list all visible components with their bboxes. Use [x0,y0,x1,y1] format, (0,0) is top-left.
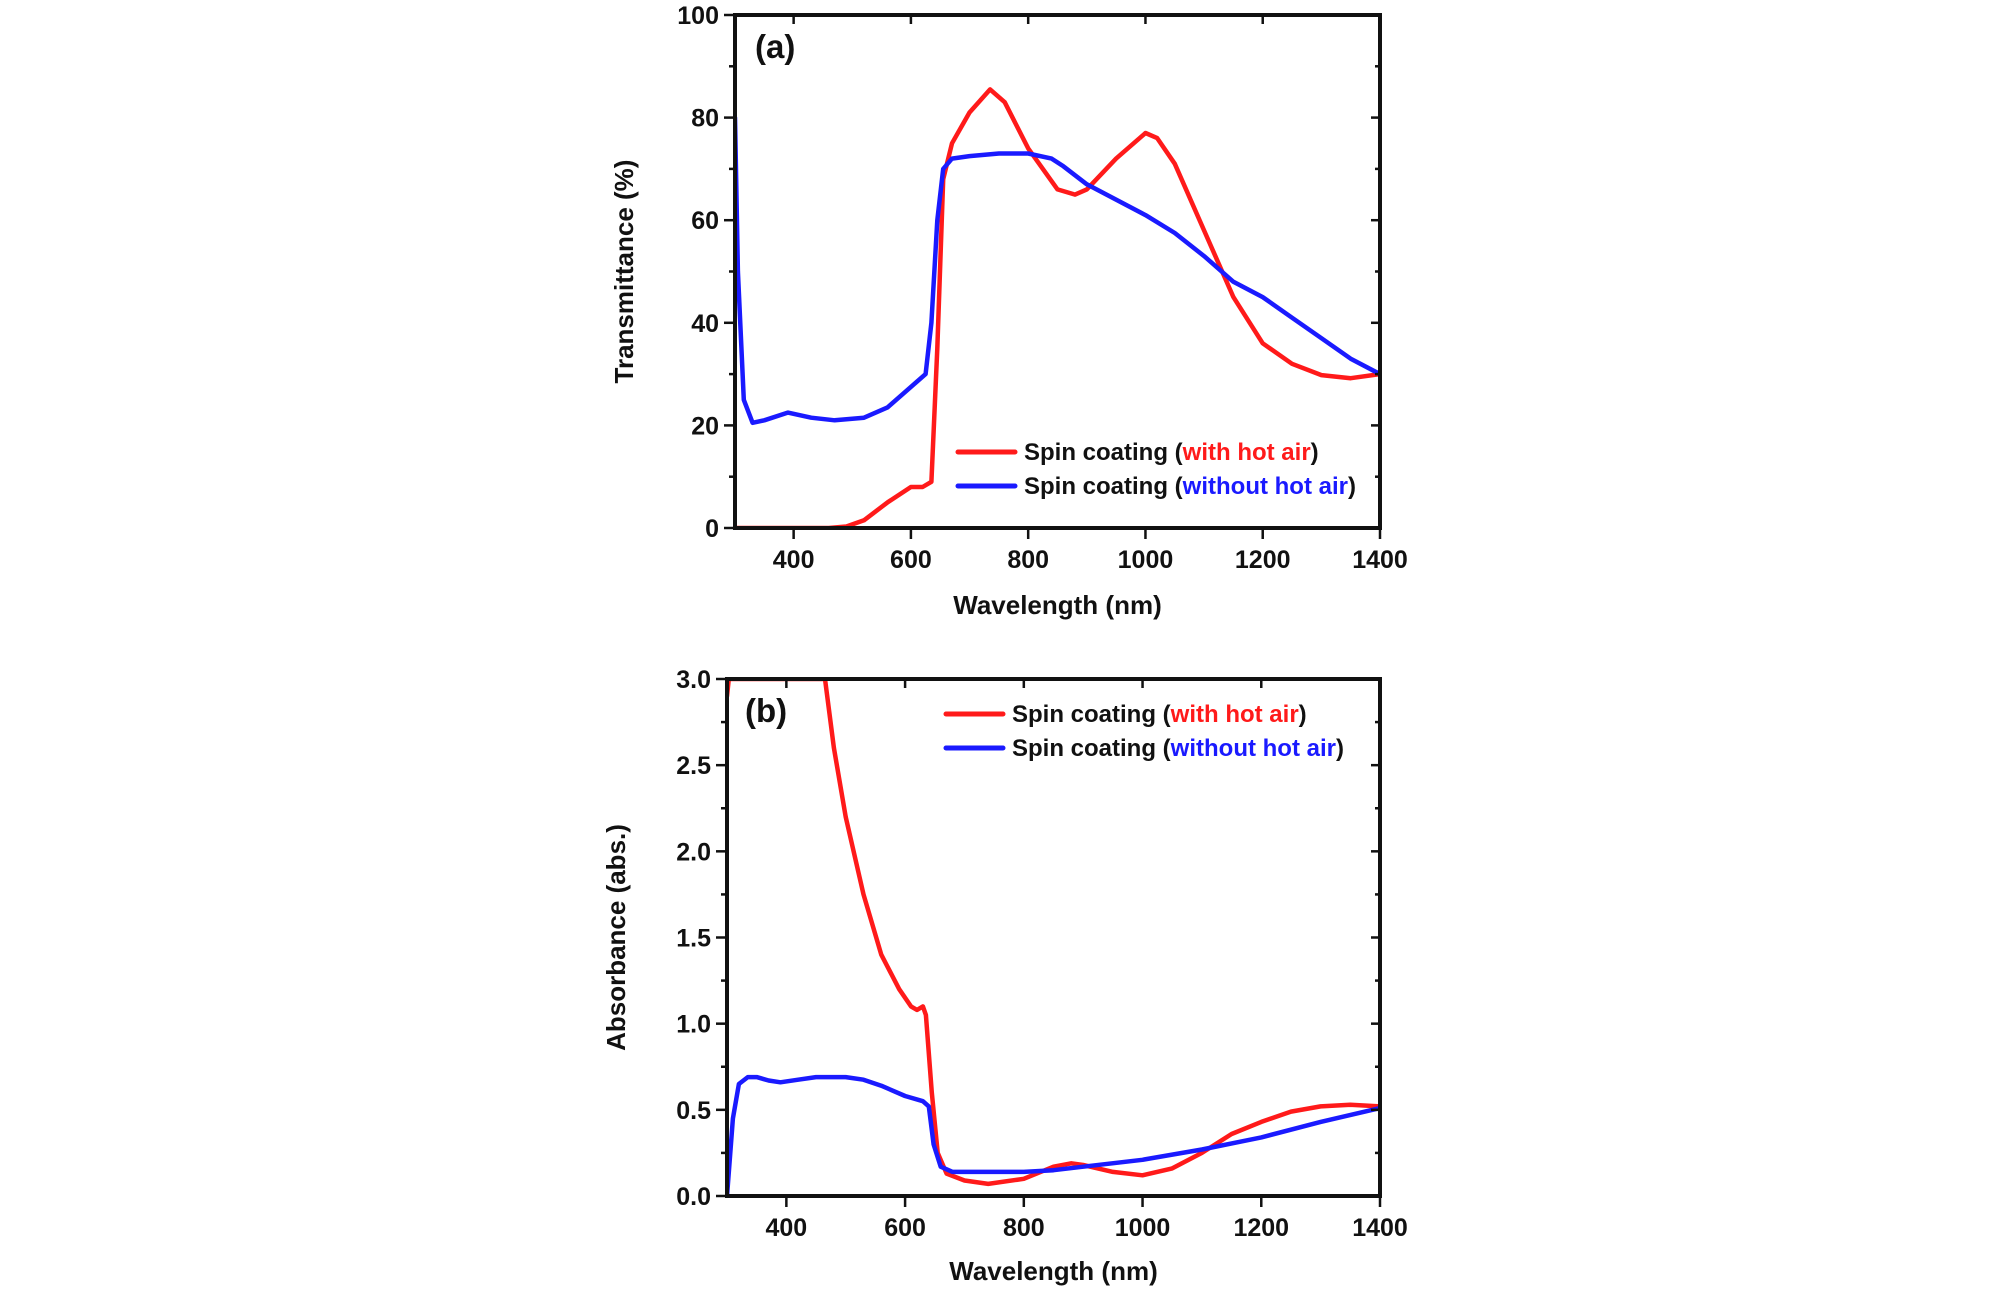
x-axis-title: Wavelength (nm) [953,590,1161,620]
legend-entry-with-hot-air: Spin coating (with hot air) [1024,439,1319,466]
x-tick-label: 1400 [1352,546,1408,574]
chart-panel-b: 400 600 800 1000 1200 1400 0.0 0.5 1.0 1.5 2.0 2.5 3… [601,666,1408,1286]
series-line-without-hot-air [727,1074,1380,1196]
y-axis-title: Absorbance (abs.) [601,824,631,1051]
legend-entry-without-hot-air: Spin coating (without hot air) [1024,473,1356,500]
legend-suffix: ) [1299,701,1307,728]
y-tick-label: 20 [691,412,719,440]
y-axis-title: Transmittance (%) [609,160,639,384]
x-tick-label: 1200 [1233,1214,1289,1242]
legend-highlight: without hot air [1170,735,1336,762]
y-tick-label: 80 [691,105,719,133]
y-tick-label: 1.5 [676,925,711,953]
y-tick-label: 100 [677,2,719,30]
legend-suffix: ) [1336,735,1344,762]
series-line-with-hot-air [727,677,1380,1187]
y-tick-label: 0.5 [676,1097,711,1125]
chart-panel-a: 400 600 800 1000 1200 1400 0 20 40 60 80 100 Wavelen… [609,2,1408,620]
series-line-without-hot-air [735,115,1380,426]
legend-prefix: Spin coating ( [1012,701,1171,728]
panel-label: (b) [745,692,787,729]
x-tick-label: 600 [890,546,932,574]
x-tick-label: 800 [1003,1214,1045,1242]
x-tick-label: 1400 [1352,1214,1408,1242]
legend-highlight: with hot air [1170,701,1299,728]
x-tick-label: 800 [1007,546,1049,574]
legend-prefix: Spin coating ( [1024,473,1183,500]
x-tick-label: 1000 [1115,1214,1171,1242]
legend-prefix: Spin coating ( [1024,439,1183,466]
legend-entry-without-hot-air: Spin coating (without hot air) [1012,735,1344,762]
legend-entry-with-hot-air: Spin coating (with hot air) [1012,701,1307,728]
x-axis-title: Wavelength (nm) [949,1256,1157,1286]
series-line-with-hot-air [735,87,1380,528]
legend: Spin coating (with hot air)Spin coating … [943,701,1344,762]
x-tick-label: 400 [766,1214,808,1242]
y-tick-label: 2.0 [676,838,711,866]
y-tick-label: 0.0 [676,1183,711,1211]
y-tick-label: 1.0 [676,1011,711,1039]
panel-label: (a) [755,28,795,65]
y-tick-label: 40 [691,310,719,338]
legend-suffix: ) [1311,439,1319,466]
legend-highlight: without hot air [1182,473,1348,500]
x-tick-label: 1000 [1118,546,1174,574]
y-tick-label: 0 [705,515,719,543]
legend-prefix: Spin coating ( [1012,735,1171,762]
y-tick-label: 60 [691,207,719,235]
legend: Spin coating (with hot air)Spin coating … [955,439,1356,500]
legend-highlight: with hot air [1182,439,1311,466]
x-tick-label: 1200 [1235,546,1291,574]
y-tick-label: 2.5 [676,752,711,780]
legend-suffix: ) [1348,473,1356,500]
y-tick-label: 3.0 [676,666,711,694]
x-tick-label: 400 [773,546,815,574]
x-tick-label: 600 [884,1214,926,1242]
